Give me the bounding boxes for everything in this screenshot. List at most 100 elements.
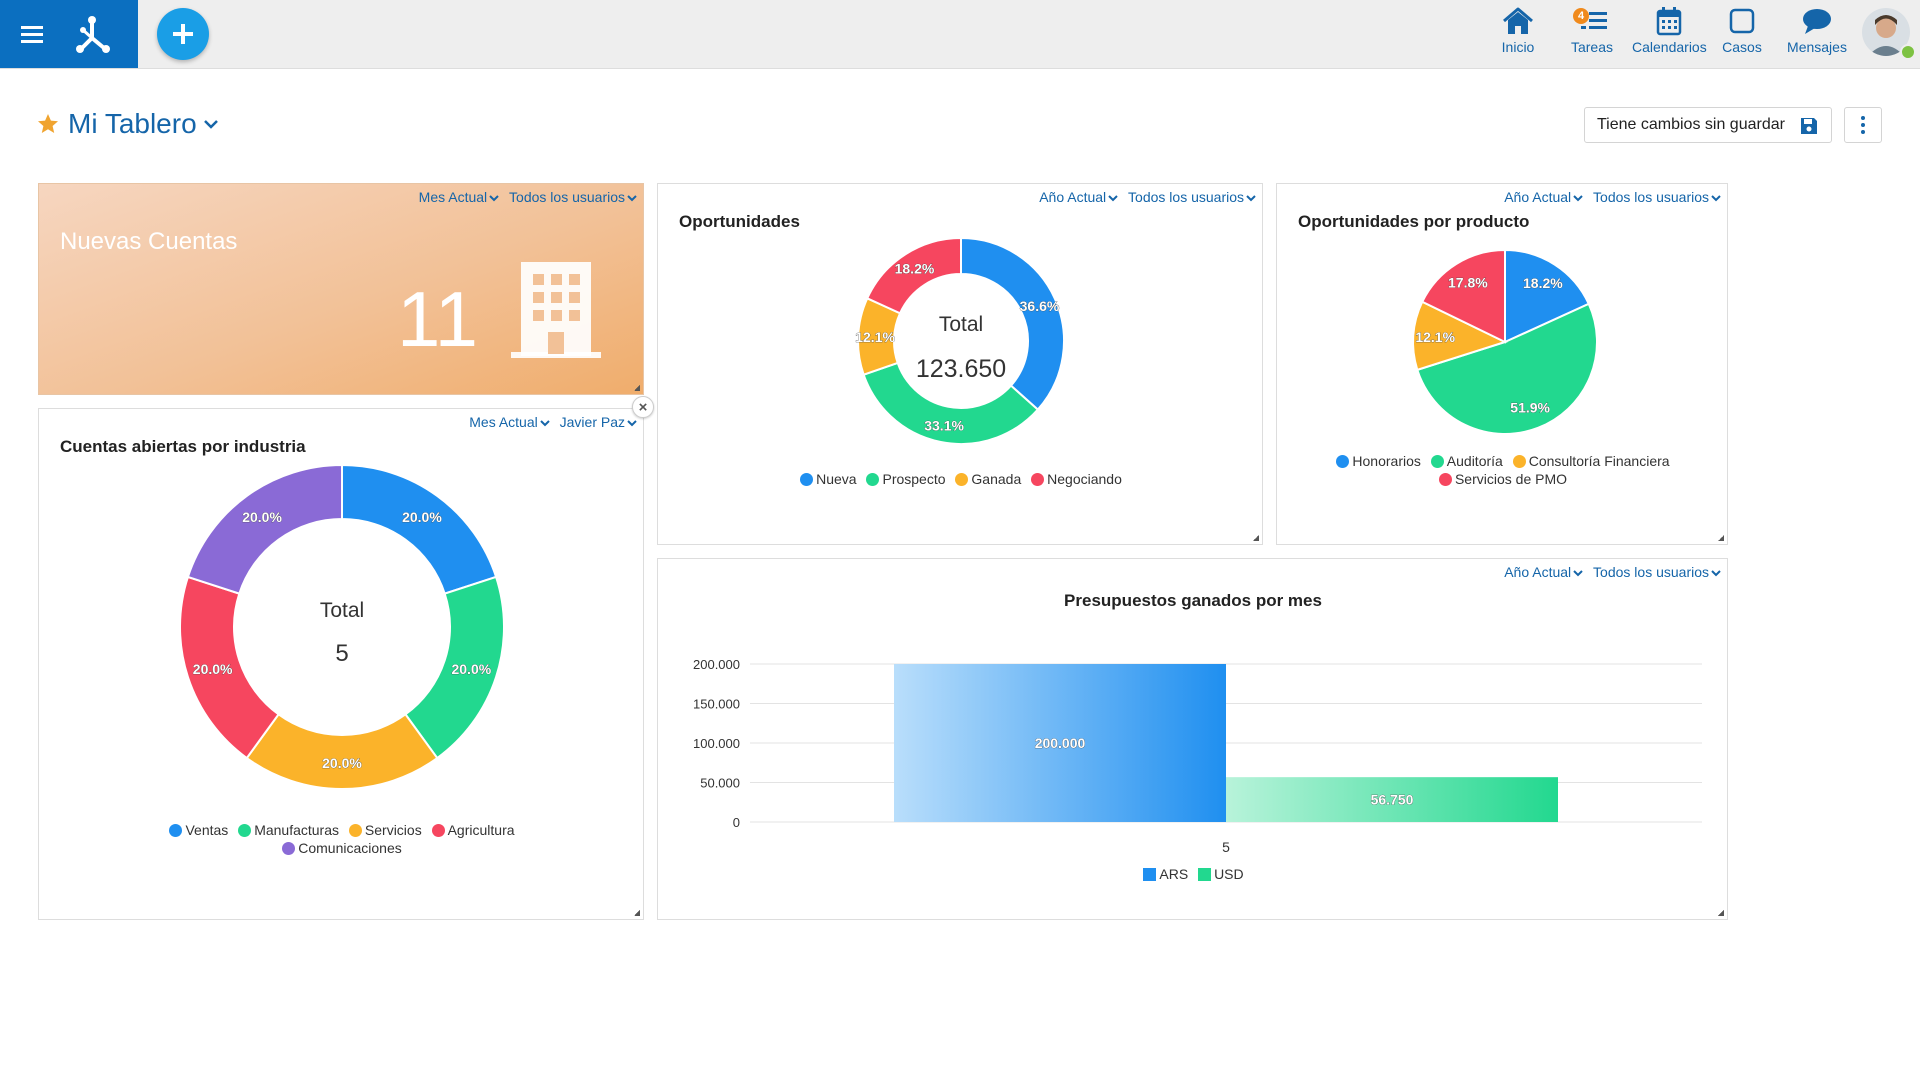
slice-label: 33.1%	[924, 417, 964, 433]
bar-usd[interactable]	[1226, 777, 1558, 822]
y-tick-label: 200.000	[693, 657, 740, 672]
users-filter[interactable]: Javier Paz	[560, 414, 637, 430]
oportunidades-producto-pie-chart: 18.2% 51.9% 12.1% 17.8%	[1412, 248, 1598, 435]
slice-prospecto[interactable]	[862, 361, 1040, 445]
app-logo-icon[interactable]	[70, 12, 114, 56]
legend-item[interactable]: Agricultura	[431, 821, 515, 839]
dashboard-title[interactable]: Mi Tablero	[68, 108, 197, 139]
nav-inicio[interactable]: Inicio	[1496, 6, 1540, 62]
legend-label: Consultoría Financiera	[1528, 453, 1670, 469]
slice-label: 20.0%	[242, 509, 282, 525]
resize-handle[interactable]	[1253, 535, 1259, 541]
legend-item[interactable]: Servicios de PMO	[1438, 470, 1568, 488]
period-filter-label: Año Actual	[1504, 189, 1572, 205]
legend-marker	[1336, 455, 1350, 468]
chevron-down-icon[interactable]	[203, 116, 219, 132]
legend-item[interactable]: Nueva	[800, 470, 857, 488]
y-tick-label: 0	[733, 815, 740, 830]
legend-label: Manufacturas	[254, 822, 340, 838]
legend-item[interactable]: Negociando	[1031, 470, 1122, 488]
legend-label: Honorarios	[1352, 453, 1421, 469]
slice-label: 20.0%	[193, 661, 233, 677]
period-filter[interactable]: Año Actual	[1504, 189, 1583, 205]
slice-label: 12.1%	[855, 329, 895, 345]
legend-label: USD	[1214, 866, 1244, 882]
legend-marker	[238, 824, 252, 837]
close-widget-button[interactable]: ×	[632, 396, 654, 418]
donut-center-label: Total	[320, 599, 364, 622]
donut-center-label: Total	[939, 313, 983, 336]
cuentas-industria-donut-chart: Total 5 20.0% 20.0% 20.0% 20.0% 20.0%	[179, 463, 505, 790]
legend-label: Servicios de PMO	[1454, 471, 1568, 487]
widget-filters: Año Actual Todos los usuarios	[1498, 564, 1721, 580]
slice-honorarios[interactable]	[1504, 248, 1591, 344]
users-filter[interactable]: Todos los usuarios	[509, 189, 637, 205]
bar-ars[interactable]	[894, 664, 1226, 822]
slice-label: 20.0%	[451, 661, 491, 677]
resize-handle[interactable]	[634, 385, 640, 391]
users-filter[interactable]: Todos los usuarios	[1593, 564, 1721, 580]
save-changes-button[interactable]: Tiene cambios sin guardar	[1584, 107, 1832, 143]
resize-handle[interactable]	[1718, 535, 1724, 541]
legend-item[interactable]: ARS	[1143, 865, 1188, 883]
slice-consultor-a-financiera[interactable]	[1412, 300, 1508, 372]
users-filter[interactable]: Todos los usuarios	[1128, 189, 1256, 205]
period-filter[interactable]: Mes Actual	[469, 414, 550, 430]
legend-item[interactable]: USD	[1198, 865, 1244, 883]
slice-servicios-de-pmo[interactable]	[1420, 248, 1506, 344]
users-filter-label: Todos los usuarios	[1128, 189, 1244, 205]
resize-handle[interactable]	[1718, 910, 1724, 916]
legend-label: Prospecto	[882, 471, 946, 487]
legend-item[interactable]: Auditoría	[1430, 452, 1503, 470]
star-icon[interactable]	[36, 112, 60, 136]
slice-ventas[interactable]	[341, 463, 498, 595]
resize-handle[interactable]	[634, 910, 640, 916]
legend-item[interactable]: Honorarios	[1336, 452, 1421, 470]
nav-tareas[interactable]: 4 Tareas	[1568, 6, 1616, 62]
users-filter-label: Todos los usuarios	[1593, 564, 1709, 580]
legend-item[interactable]: Prospecto	[866, 470, 946, 488]
slice-nueva[interactable]	[960, 236, 1065, 412]
legend-item[interactable]: Ganada	[955, 470, 1021, 488]
legend-item[interactable]: Consultoría Financiera	[1512, 452, 1670, 470]
legend-marker	[282, 842, 296, 855]
building-icon	[511, 262, 601, 358]
save-changes-label: Tiene cambios sin guardar	[1597, 116, 1785, 133]
period-filter[interactable]: Mes Actual	[419, 189, 499, 205]
users-filter[interactable]: Todos los usuarios	[1593, 189, 1721, 205]
hamburger-menu-icon[interactable]	[18, 20, 46, 48]
widget-title: Oportunidades por producto	[1298, 212, 1530, 231]
bar-value-label: 56.750	[1371, 792, 1414, 808]
legend-item[interactable]: Servicios	[348, 821, 422, 839]
chart-legend: Nueva Prospecto Ganada Negociando	[658, 470, 1264, 488]
nav-label: Tareas	[1570, 39, 1614, 55]
period-filter[interactable]: Año Actual	[1039, 189, 1118, 205]
slice-servicios[interactable]	[245, 712, 439, 790]
slice-label: 20.0%	[402, 509, 442, 525]
y-tick-label: 150.000	[693, 697, 740, 712]
slice-auditor-a[interactable]	[1416, 302, 1598, 435]
legend-item[interactable]: Manufacturas	[238, 821, 339, 839]
legend-label: Nueva	[816, 471, 857, 487]
chevron-down-icon	[1573, 570, 1583, 577]
period-filter[interactable]: Año Actual	[1504, 564, 1583, 580]
users-filter-label: Javier Paz	[559, 414, 625, 430]
chevron-down-icon	[627, 195, 637, 202]
widget-filters: Año Actual Todos los usuarios	[1033, 189, 1256, 205]
slice-comunicaciones[interactable]	[186, 463, 343, 595]
legend-item[interactable]: Comunicaciones	[282, 839, 402, 857]
nav-casos[interactable]: Casos	[1720, 6, 1764, 62]
chart-legend: ARS USD	[658, 865, 1729, 883]
nav-mensajes[interactable]: Mensajes	[1786, 6, 1848, 62]
add-new-button[interactable]	[157, 8, 209, 60]
widget-title: Cuentas abiertas por industria	[60, 437, 306, 456]
widget-presupuestos: Año Actual Todos los usuarios Presupuest…	[657, 558, 1728, 920]
period-filter-label: Año Actual	[1504, 564, 1572, 580]
legend-marker	[1198, 868, 1212, 881]
legend-item[interactable]: Ventas	[169, 821, 228, 839]
kpi-value: 11	[397, 275, 478, 363]
legend-label: Ventas	[185, 822, 229, 838]
more-options-button[interactable]	[1844, 107, 1882, 143]
nav-calendarios[interactable]: Calendarios	[1632, 6, 1707, 62]
slice-negociando[interactable]	[865, 236, 962, 315]
